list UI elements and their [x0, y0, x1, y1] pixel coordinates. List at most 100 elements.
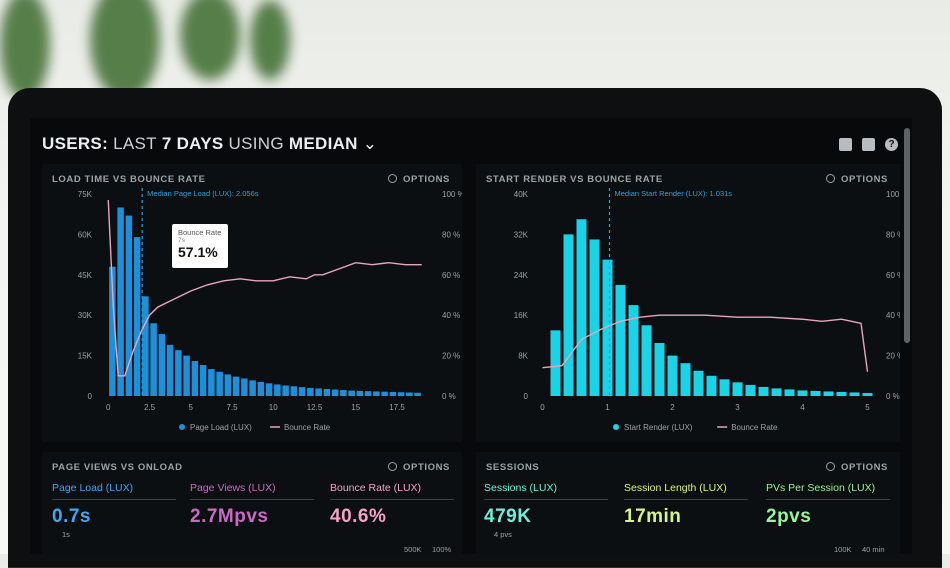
- bar: [298, 387, 306, 396]
- x-tick-label: 3: [735, 403, 740, 412]
- bounce-rate-line: [542, 314, 869, 372]
- bar: [208, 369, 215, 396]
- title-users: USERS:: [42, 134, 109, 153]
- options-button[interactable]: OPTIONS: [388, 462, 450, 473]
- gear-icon: [388, 174, 398, 183]
- bar: [356, 390, 364, 396]
- bar: [274, 384, 281, 396]
- bar: [563, 234, 574, 396]
- tooltip: Bounce Rate 7s 57.1%: [172, 224, 228, 268]
- y2-tick-label: 100 %: [886, 190, 900, 199]
- gear-icon: [388, 462, 398, 471]
- bar: [158, 334, 166, 396]
- stat-page-views: Page Views (LUX) 2.7Mpvs: [190, 482, 314, 528]
- start-render-chart: 0 8K 16K 24K 32K 40K 0 % 20 % 40 % 60 % 80 % 100 % 0…: [514, 188, 900, 432]
- monitor-icon[interactable]: [839, 138, 852, 151]
- bar: [849, 392, 860, 396]
- panel-title: SESSIONS: [486, 462, 540, 473]
- title-days: 7 DAYS: [161, 134, 224, 153]
- x-tick-label: 0: [540, 403, 545, 412]
- y-tick-label: 8K: [518, 352, 528, 361]
- bar: [758, 386, 769, 396]
- stat-value: 0.7s: [52, 506, 91, 527]
- options-label: OPTIONS: [403, 462, 450, 473]
- dashboard-title[interactable]: USERS: LAST 7 DAYS USING MEDIAN ⌄: [42, 134, 377, 154]
- stat-label: Session Length (LUX): [624, 482, 748, 500]
- bar: [745, 384, 756, 396]
- x-tick-label: 7.5: [226, 403, 238, 412]
- bar: [224, 374, 232, 396]
- panel-title: START RENDER VS BOUNCE RATE: [486, 174, 663, 185]
- x-tick-label: 15: [351, 403, 360, 412]
- options-button[interactable]: OPTIONS: [826, 174, 888, 185]
- chevron-down-icon[interactable]: ⌄: [362, 134, 378, 153]
- axis-label-right-2: 40 min: [862, 545, 885, 554]
- x-tick-label: 5: [189, 403, 194, 412]
- y2-tick-label: 0 %: [886, 392, 900, 401]
- help-icon[interactable]: ?: [885, 138, 898, 151]
- bar: [654, 342, 665, 396]
- bar: [680, 363, 691, 396]
- gear-icon: [826, 174, 836, 183]
- bar: [576, 219, 587, 396]
- y-tick-label: 60K: [78, 230, 93, 239]
- legend-line-label: Bounce Rate: [731, 423, 778, 432]
- x-tick-label: 0: [106, 403, 111, 412]
- y-tick-label: 16K: [514, 311, 529, 320]
- export-icon[interactable]: [862, 138, 875, 151]
- bar: [348, 390, 355, 396]
- y2-tick-label: 100 %: [442, 190, 462, 199]
- y2-tick-label: 60 %: [442, 271, 460, 280]
- stat-label: Page Views (LUX): [190, 482, 314, 500]
- legend-bar-swatch: [613, 424, 619, 430]
- bar: [191, 360, 199, 396]
- bar: [615, 284, 626, 396]
- panel-title: LOAD TIME VS BOUNCE RATE: [52, 174, 206, 185]
- load-time-panel: LOAD TIME VS BOUNCE RATE OPTIONS 0 15K 30K…: [42, 164, 462, 442]
- page-views-panel: PAGE VIEWS VS ONLOAD OPTIONS Page Load (…: [42, 452, 462, 554]
- options-button[interactable]: OPTIONS: [826, 462, 888, 473]
- bar: [175, 350, 182, 396]
- x-tick-label: 10: [269, 403, 278, 412]
- y-tick-label: 0: [524, 392, 529, 401]
- bar: [340, 390, 347, 396]
- bar: [166, 344, 174, 396]
- bar: [241, 378, 248, 396]
- bar: [836, 391, 847, 396]
- bar: [602, 259, 613, 396]
- stat-session-length: Session Length (LUX) 17min: [624, 482, 748, 528]
- bar: [265, 383, 273, 396]
- bar: [797, 390, 808, 396]
- y2-tick-label: 20 %: [886, 352, 900, 361]
- y2-tick-label: 80 %: [442, 230, 460, 239]
- options-label: OPTIONS: [841, 462, 888, 473]
- bar: [389, 391, 397, 396]
- bar: [719, 379, 730, 396]
- bar: [397, 392, 405, 396]
- y2-tick-label: 80 %: [886, 230, 900, 239]
- y-tick-label: 15K: [78, 352, 93, 361]
- bar: [323, 388, 331, 396]
- bar: [290, 386, 298, 396]
- stat-value: 2pvs: [766, 506, 812, 527]
- tooltip-value: 57.1%: [178, 244, 218, 260]
- bar: [315, 388, 322, 396]
- bar: [257, 381, 265, 396]
- stat-value: 2.7Mpvs: [190, 506, 269, 527]
- bar: [125, 215, 133, 396]
- bar: [307, 387, 314, 396]
- start-render-panel: START RENDER VS BOUNCE RATE OPTIONS 0 8K 1…: [476, 164, 900, 442]
- gear-icon: [826, 462, 836, 471]
- bar: [142, 296, 149, 396]
- stat-sub: 4 pvs: [494, 530, 512, 539]
- bar: [732, 382, 743, 396]
- stat-label: Page Load (LUX): [52, 482, 176, 500]
- y-tick-label: 40K: [514, 190, 529, 199]
- tooltip-sub: 7s: [178, 237, 185, 244]
- bar: [117, 207, 124, 396]
- scrollbar[interactable]: [904, 128, 910, 343]
- y-tick-label: 75K: [78, 190, 93, 199]
- options-button[interactable]: OPTIONS: [388, 174, 450, 185]
- bar: [199, 365, 207, 396]
- bar: [150, 323, 157, 396]
